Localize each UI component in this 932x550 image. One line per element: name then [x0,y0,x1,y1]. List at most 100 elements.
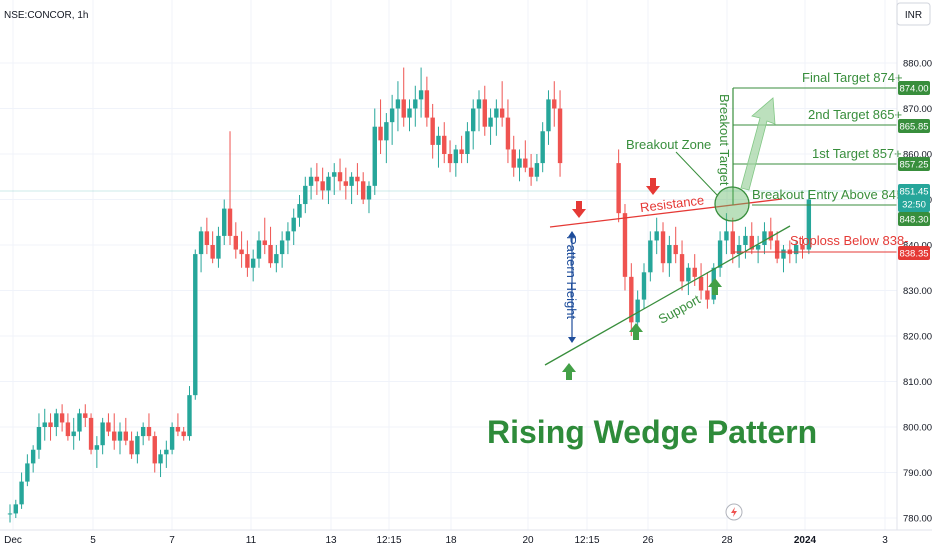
candle-body [762,231,767,245]
candle-body [222,208,227,236]
candle-body [65,422,71,437]
time-tick-label: 11 [246,535,257,546]
candle [781,245,786,273]
candle-body [698,276,704,291]
candle-body [540,131,545,164]
symbol-header[interactable]: NSE:CONCOR, 1h [4,10,88,21]
candle-body [117,431,123,441]
candle [117,422,123,455]
candle-body [557,108,563,164]
candle [523,140,528,173]
candle-body [724,231,729,241]
candle [635,290,640,332]
candle [465,122,470,164]
candle [476,90,482,132]
candle-body [534,163,540,177]
time-tick-label: Dec [4,535,22,546]
candle-body [505,117,511,150]
candle-body [152,436,157,464]
candle-body [641,272,647,300]
candle-body [250,258,256,268]
candle-body [743,235,748,245]
candle-body [343,181,349,186]
candle [326,172,331,205]
candle [19,472,24,509]
candle-body [13,504,18,514]
price-tick-label: 820.00 [903,332,932,343]
candle-body [337,172,343,182]
price-tick-label: 870.00 [903,104,932,115]
candle [360,172,366,205]
candle [268,226,273,268]
current-price-badge: 851.45 32:50 [898,184,930,212]
stoploss-badge: 838.35 [898,246,930,260]
candle-body [112,431,117,441]
candle [181,427,186,441]
candle-body [94,445,100,450]
candle-body [546,99,551,132]
first-target-badge: 857.25 [898,157,930,171]
candle-body [193,254,198,396]
candle [660,222,666,273]
breakout-entry-label: Breakout Entry Above 848+ [752,187,911,202]
candle-body [239,249,244,255]
candle-body [291,217,296,232]
candle [552,81,557,127]
candle-body [198,231,204,255]
candle-body [616,163,621,214]
candle [227,131,233,245]
candle-body [88,417,94,450]
time-tick-label: 5 [90,535,96,546]
candle [378,99,383,154]
candle [717,231,723,277]
candle-body [755,245,761,250]
candle-body [499,108,505,118]
candle [274,245,279,273]
candle-body [355,176,360,182]
time-axis[interactable]: Dec 5 7 11 13 12:15 18 20 12:15 26 28 2024 3 [0,529,932,546]
candle-body [806,199,812,250]
candle-body [187,395,192,437]
candle-body [332,172,337,177]
candle-body [135,436,140,455]
breakout-target-label: Breakout Target [717,94,732,186]
candle-body [216,235,221,259]
candle [349,172,354,205]
candle [384,113,389,164]
candle [59,404,65,432]
candle-body [679,254,685,282]
candle [413,85,418,127]
candle-body [314,176,320,182]
currency-selector[interactable]: INR [896,2,931,26]
candle [106,413,111,437]
candle-body [523,158,528,168]
candle-body [59,413,65,423]
candle [83,404,88,427]
candle [42,408,47,441]
lightning-bolt-icon[interactable] [725,503,743,521]
candle [622,204,628,291]
candle [140,422,146,446]
candle-body [494,108,499,118]
candle-body [54,413,59,427]
resistance-touch-arrow [572,201,586,218]
candle-body [308,176,314,186]
candle [755,235,761,264]
price-axis[interactable]: 780.00790.00800.00810.00820.00830.00840.… [896,0,932,530]
candle-body [407,108,412,118]
candle-body [774,240,780,259]
candle [616,149,621,223]
candle-body [517,158,522,168]
candle [285,222,291,255]
candle [291,208,296,245]
candle [528,154,534,186]
candle-body [25,463,30,482]
candle-body [204,231,210,245]
annotations: Resistance Support Breakout Zone Breakou… [487,70,911,521]
candle-body [736,245,742,255]
candle [372,108,377,195]
candle-body [768,231,773,241]
candle [71,417,76,450]
candle [424,76,430,127]
